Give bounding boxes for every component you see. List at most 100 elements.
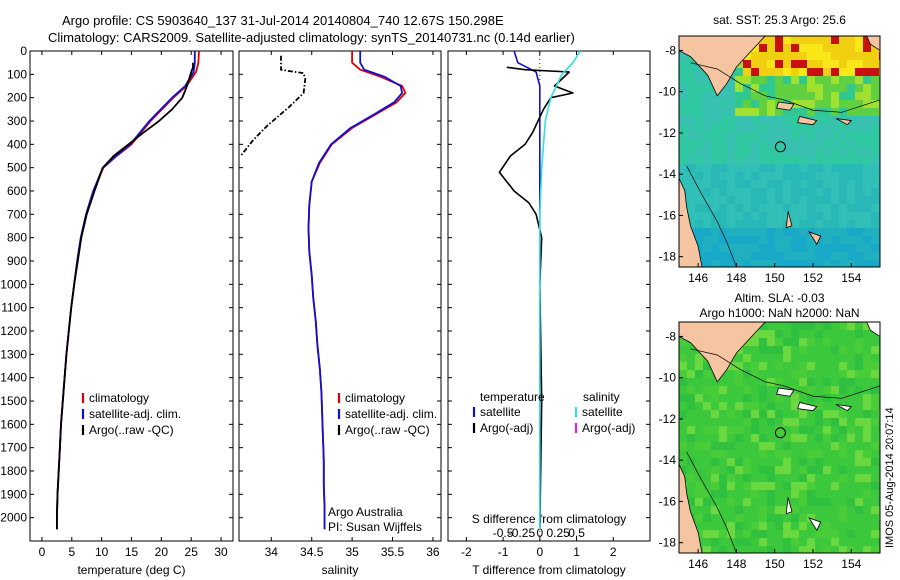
map-cell: [719, 546, 727, 553]
map-cell: [823, 76, 831, 84]
map-frame: [678, 35, 881, 268]
map-cell: [759, 362, 767, 370]
map-cell: [727, 236, 735, 244]
map-cell: [847, 92, 855, 100]
map-cell: [839, 346, 847, 354]
map-cell: [759, 490, 767, 498]
map-cell: [847, 148, 855, 156]
map-cell: [703, 108, 711, 116]
map-cell: [783, 60, 791, 68]
map-cell: [823, 36, 831, 44]
map-x-tick-label: 148: [726, 271, 746, 285]
map-cell: [687, 442, 695, 450]
map-cell: [799, 204, 807, 212]
y-tick-label: 1400: [0, 371, 27, 385]
map-cell: [751, 204, 759, 212]
legend-entry: satellite-adj. clim.: [345, 407, 437, 421]
map-cell: [695, 394, 703, 402]
map-cell: [799, 434, 807, 442]
map-cell: [799, 100, 807, 108]
map-cell: [799, 338, 807, 346]
map-cell: [759, 196, 767, 204]
y-tick-label: 1500: [0, 394, 27, 408]
island: [785, 497, 793, 515]
map-cell: [799, 52, 807, 60]
map-cell: [783, 338, 791, 346]
map-cell: [703, 260, 711, 267]
map-cell: [727, 378, 735, 386]
map-cell: [727, 140, 735, 148]
map-cell: [759, 410, 767, 418]
map-cell: [759, 370, 767, 378]
map-cell: [847, 124, 855, 132]
map-cell: [767, 260, 775, 267]
map-cell: [791, 546, 799, 553]
map-cell: [711, 252, 719, 260]
map-cell: [775, 52, 783, 60]
map-cell: [783, 228, 791, 236]
map-cell: [847, 458, 855, 466]
map-cell: [799, 466, 807, 474]
map-cell: [807, 378, 815, 386]
map-cell: [695, 204, 703, 212]
map-cell: [823, 260, 831, 267]
map-cell: [839, 100, 847, 108]
map-cell: [743, 84, 751, 92]
map-cell: [727, 418, 735, 426]
map-cell: [783, 362, 791, 370]
map-cell: [799, 362, 807, 370]
map-cell: [855, 394, 863, 402]
map-cell: [767, 188, 775, 196]
y-tick-label: 700: [7, 207, 27, 221]
map-cell: [791, 346, 799, 354]
map-cell: [679, 354, 687, 362]
map-cell: [703, 434, 711, 442]
map-cell: [711, 546, 719, 553]
map-cell: [799, 418, 807, 426]
map-cell: [767, 394, 775, 402]
map-cell: [855, 188, 863, 196]
map-cell: [695, 530, 703, 538]
map-cell: [807, 474, 815, 482]
map-cell: [839, 68, 847, 76]
map-cell: [767, 546, 775, 553]
map-cell: [759, 402, 767, 410]
map-cell: [855, 362, 863, 370]
map-cell: [815, 180, 823, 188]
series-line-satellite: [307, 51, 404, 530]
map-cell: [727, 426, 735, 434]
map-cell: [783, 322, 791, 330]
map-cell: [815, 370, 823, 378]
map-cell: [871, 402, 879, 410]
map-cell: [839, 44, 847, 52]
map-cell: [695, 116, 703, 124]
map-cell: [727, 124, 735, 132]
y-tick-label: 1900: [0, 487, 27, 501]
map-cell: [719, 124, 727, 132]
map-cell: [767, 148, 775, 156]
map-cell: [807, 76, 815, 84]
map-cell: [751, 514, 759, 522]
map-cell: [703, 530, 711, 538]
map-cell: [759, 346, 767, 354]
argo-position-marker: [774, 141, 786, 153]
x-tick-label: 0: [536, 545, 543, 559]
map-cell: [767, 92, 775, 100]
map-cell: [791, 402, 799, 410]
map-cell: [687, 204, 695, 212]
map-cell: [783, 394, 791, 402]
legend-entry: Argo(..raw -QC): [345, 423, 430, 437]
map-cell: [815, 354, 823, 362]
map-cell: [679, 418, 687, 426]
map-cell: [751, 212, 759, 220]
map-cell: [775, 124, 783, 132]
map-cell: [855, 426, 863, 434]
map-cell: [759, 426, 767, 434]
map-cell: [807, 394, 815, 402]
map-cell: [727, 538, 735, 546]
map-cell: [751, 338, 759, 346]
map-cell: [815, 84, 823, 92]
map-cell: [839, 132, 847, 140]
map-cell: [703, 458, 711, 466]
map-cell: [767, 68, 775, 76]
